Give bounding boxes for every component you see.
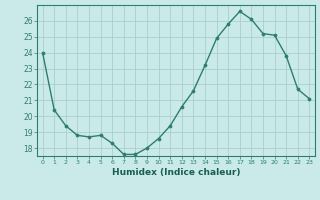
X-axis label: Humidex (Indice chaleur): Humidex (Indice chaleur) bbox=[112, 168, 240, 177]
